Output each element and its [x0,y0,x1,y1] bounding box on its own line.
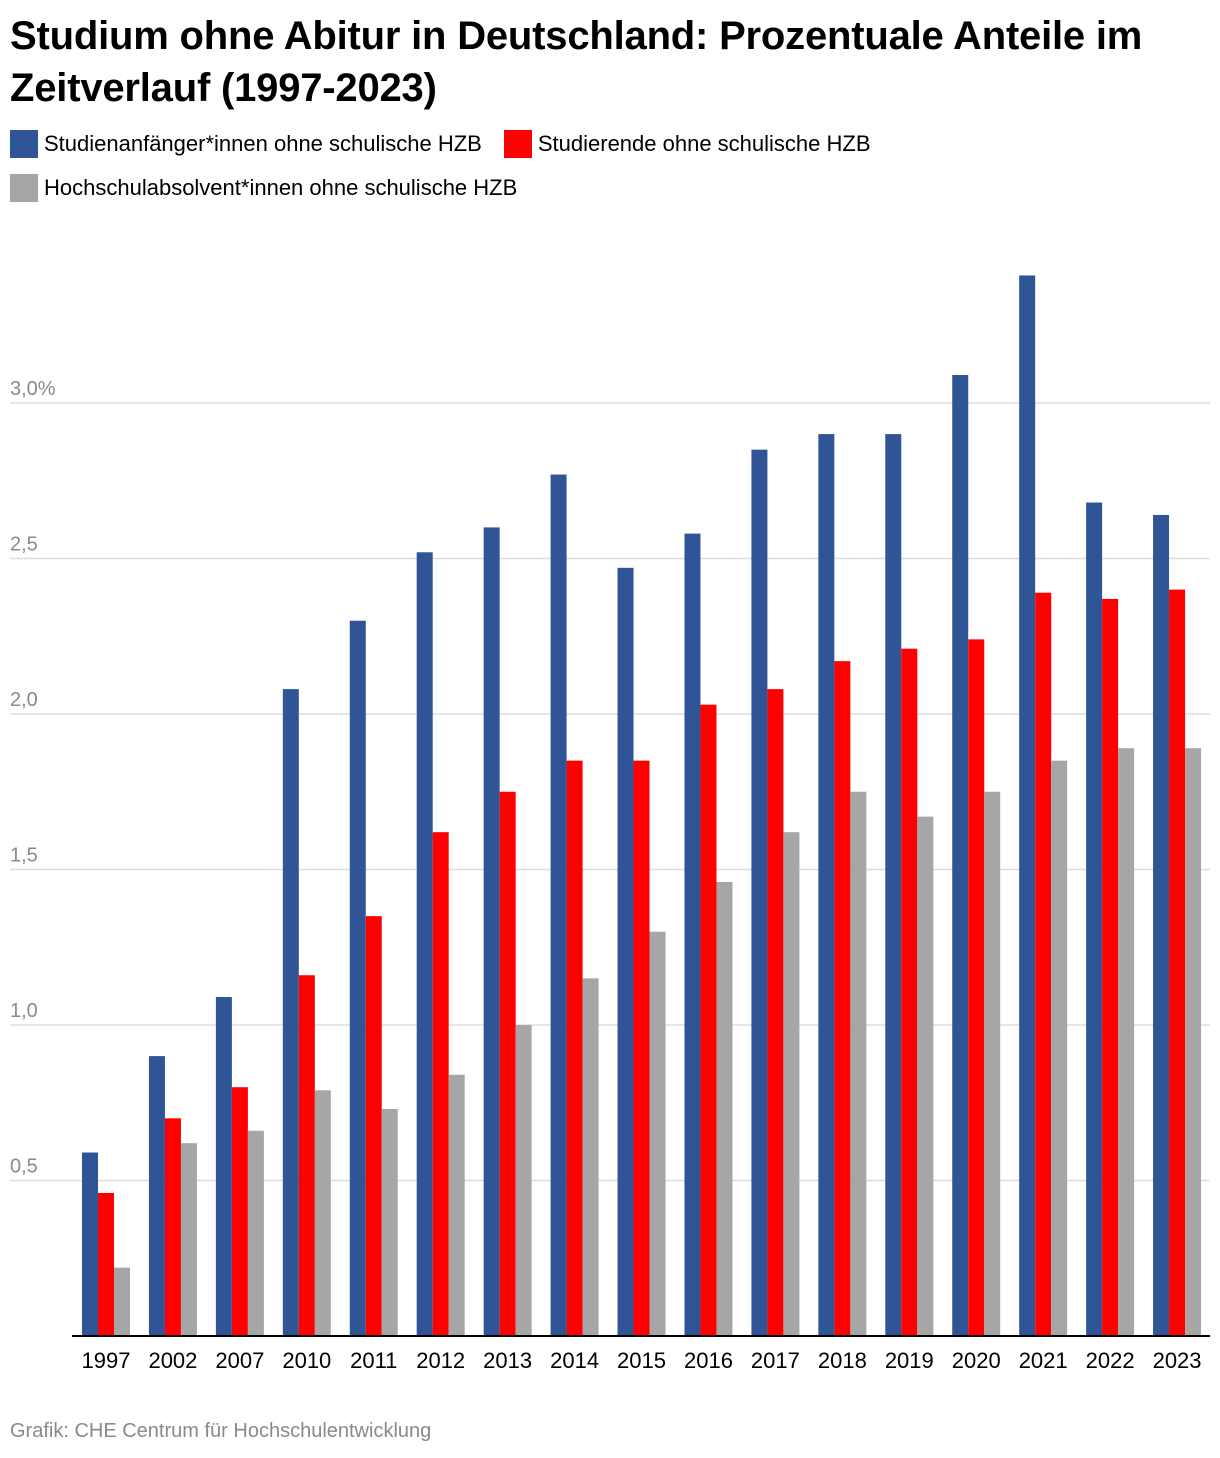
bar-2002-series-1 [148,1056,165,1336]
bar-2010-series-1 [282,689,299,1336]
bar-2022-series-2 [1102,598,1119,1336]
bar-2017-series-1 [751,449,768,1336]
bar-2018-series-1 [818,434,835,1337]
source-note: Grafik: CHE Centrum für Hochschulentwick… [10,1420,432,1442]
y-tick-label: 3,0% [10,378,56,400]
bar-2016-series-2 [700,704,717,1336]
x-tick-label: 2014 [550,1348,599,1373]
bar-2019-series-1 [885,434,902,1337]
legend-item-absolventen: Hochschulabsolvent*innen ohne schulische… [10,174,517,202]
legend-swatch-absolventen [10,174,38,202]
x-tick-label: 2007 [215,1348,264,1373]
y-tick-label: 2,5 [10,534,38,556]
x-tick-label: 2010 [282,1348,331,1373]
bar-2015-series-3 [649,931,666,1336]
bar-1997-series-3 [114,1267,130,1336]
bar-2013-series-3 [515,1025,532,1336]
bar-2022-series-3 [1118,748,1135,1336]
bar-2011-series-3 [381,1108,398,1336]
bar-2021-series-3 [1051,760,1068,1336]
bar-2012-series-2 [432,832,449,1336]
bar-2013-series-1 [483,527,500,1336]
bar-2010-series-2 [298,975,315,1336]
bar-2021-series-1 [1019,275,1036,1336]
bar-2022-series-1 [1086,502,1103,1336]
bar-2015-series-1 [617,567,634,1336]
legend-swatch-studierende [503,130,532,158]
legend-label-studierende: Studierende ohne schulische HZB [537,131,871,156]
x-tick-label: 2011 [350,1348,397,1373]
x-tick-label: 2018 [818,1348,867,1373]
legend: Studienanfänger*innen ohne schulische HZ… [10,130,1210,202]
bar-2002-series-3 [180,1143,197,1336]
bar-2023-series-2 [1169,589,1186,1336]
bar-2019-series-3 [917,816,934,1336]
legend-item-studienanfaenger: Studienanfänger*innen ohne schulische HZ… [10,130,482,158]
bar-2019-series-2 [901,648,918,1336]
x-tick-label: 2012 [416,1348,465,1373]
bar-2018-series-2 [834,661,851,1336]
x-tick-label: 2020 [952,1348,1001,1373]
bar-2017-series-3 [783,832,800,1336]
bar-chart: 0,5 1,0 1,5 2,0 2,5 3,0% 1997 2002 2007 2010 2011… [10,275,1210,1373]
bar-2007-series-2 [231,1087,248,1336]
bar-2002-series-2 [164,1118,181,1336]
bar-2007-series-1 [215,997,232,1336]
bar-2014-series-1 [550,474,567,1336]
bar-2012-series-1 [416,552,433,1336]
y-axis-ticks: 0,5 1,0 1,5 2,0 2,5 3,0% [10,378,56,1178]
y-tick-label: 2,0 [10,689,38,711]
x-tick-label: 2021 [1019,1348,1068,1373]
x-tick-label: 2017 [751,1348,800,1373]
x-tick-label: 2023 [1153,1348,1202,1373]
x-axis-ticks: 1997 2002 2007 2010 2011 2012 2013 2014 2015 2016… [82,1348,1202,1373]
bar-2014-series-2 [566,760,583,1336]
chart-title: Studium ohne Abitur in Deutschland: Proz… [10,14,1143,110]
bar-2020-series-3 [984,791,1001,1336]
bar-2018-series-3 [850,791,867,1336]
bar-2020-series-2 [968,639,985,1336]
bar-2023-series-1 [1153,514,1170,1336]
bar-2011-series-2 [365,916,382,1336]
bar-2016-series-3 [716,881,733,1336]
bar-2016-series-1 [684,533,701,1336]
bar-2012-series-3 [448,1074,465,1336]
x-tick-label: 2022 [1086,1348,1135,1373]
bar-2010-series-3 [314,1090,331,1336]
bar-1997-series-2 [98,1192,114,1336]
x-tick-label: 2013 [483,1348,532,1373]
x-tick-label: 2002 [148,1348,197,1373]
bar-1997-series-1 [82,1152,98,1336]
legend-label-absolventen: Hochschulabsolvent*innen ohne schulische… [44,175,518,200]
x-tick-label: 2016 [684,1348,733,1373]
legend-label-studienanfaenger: Studienanfänger*innen ohne schulische HZ… [44,131,482,156]
y-tick-label: 1,5 [10,845,38,867]
y-tick-label: 1,0 [10,1000,38,1022]
gridlines [10,402,1210,1182]
legend-item-studierende: Studierende ohne schulische HZB [503,130,871,158]
bar-2021-series-2 [1035,592,1052,1336]
bar-2015-series-2 [633,760,650,1336]
bar-2011-series-1 [349,620,366,1336]
bar-2023-series-3 [1185,748,1202,1336]
bar-2017-series-2 [767,689,784,1336]
bar-2020-series-1 [952,375,969,1336]
legend-swatch-studienanfaenger [10,130,38,158]
bar-2013-series-2 [499,791,516,1336]
y-tick-label: 0,5 [10,1156,38,1178]
bar-2014-series-3 [582,978,599,1336]
x-tick-label: 1997 [82,1348,131,1373]
bars [82,275,1202,1337]
x-tick-label: 2019 [885,1348,934,1373]
x-tick-label: 2015 [617,1348,666,1373]
bar-2007-series-3 [247,1130,264,1336]
